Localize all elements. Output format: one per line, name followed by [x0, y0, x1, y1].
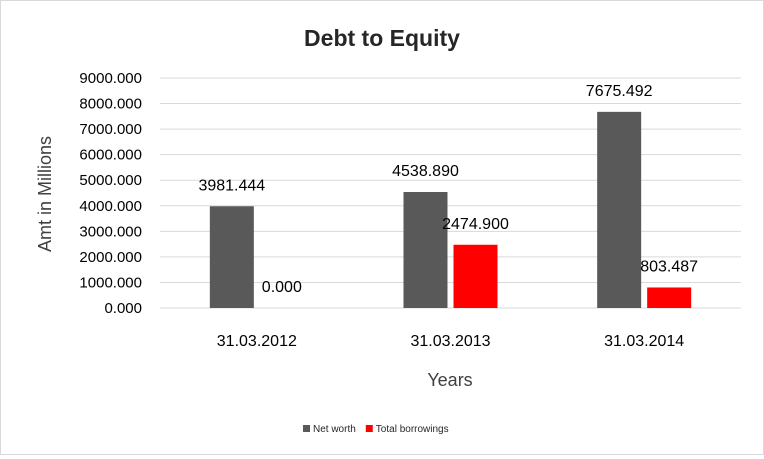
bars [209, 111, 692, 308]
data-labels: 3981.444 0.000 4538.890 2474.900 7675.492 803… [198, 83, 698, 296]
x-axis-categories: 31.03.2012 31.03.2013 31.03.2014 [217, 333, 685, 350]
bar-total-borrowings [453, 244, 498, 308]
data-label: 7675.492 [586, 83, 653, 100]
legend-label: Net worth [313, 424, 356, 435]
y-axis-ticks: 0.000 1000.000 2000.000 3000.000 4000.000 500… [79, 70, 142, 317]
x-tick-label: 31.03.2012 [217, 333, 297, 350]
y-tick-label: 5000.000 [79, 172, 142, 189]
y-tick-label: 6000.000 [79, 147, 142, 164]
data-label: 4538.890 [392, 163, 459, 180]
data-label: 803.487 [640, 258, 698, 275]
y-tick-label: 9000.000 [79, 70, 142, 87]
legend: Net worth Total borrowings [303, 424, 449, 435]
y-tick-label: 2000.000 [79, 249, 142, 266]
legend-label: Total borrowings [376, 424, 449, 435]
data-label: 0.000 [262, 279, 302, 296]
legend-swatch [365, 425, 373, 432]
bar-net-worth [209, 206, 254, 308]
y-axis-title: Amt in Millions [35, 136, 55, 252]
bar-net-worth [403, 192, 448, 308]
bar-net-worth [597, 111, 642, 308]
data-label: 2474.900 [442, 216, 509, 233]
data-label: 3981.444 [198, 177, 265, 194]
x-axis-title: Years [427, 370, 472, 390]
y-tick-label: 3000.000 [79, 223, 142, 240]
y-tick-label: 8000.000 [79, 96, 142, 113]
chart-title: Debt to Equity [304, 25, 460, 51]
y-tick-label: 0.000 [104, 300, 142, 317]
y-tick-label: 7000.000 [79, 121, 142, 138]
gridlines [160, 77, 741, 309]
y-tick-label: 1000.000 [79, 274, 142, 291]
x-tick-label: 31.03.2014 [604, 333, 684, 350]
legend-swatch [303, 425, 310, 432]
y-tick-label: 4000.000 [79, 198, 142, 215]
bar-total-borrowings [647, 287, 692, 308]
x-tick-label: 31.03.2013 [410, 333, 490, 350]
